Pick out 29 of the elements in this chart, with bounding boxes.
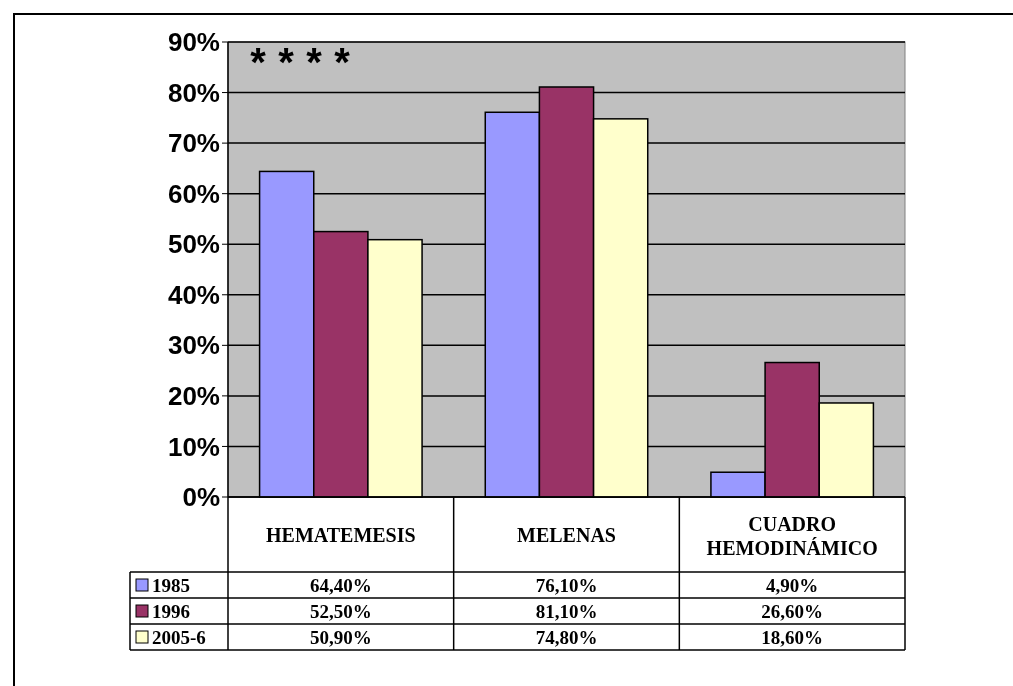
y-tick-label: 30% (167, 330, 220, 361)
annotation: * (334, 40, 351, 84)
data-label: 18,60% (761, 626, 824, 648)
data-label: 52,50% (309, 600, 372, 622)
data-label: 64,40% (309, 574, 372, 596)
y-tick-label: 10% (167, 431, 220, 462)
legend-label: 1996 (152, 600, 190, 622)
y-tick-label: 20% (167, 380, 220, 411)
annotation: * (306, 40, 323, 84)
annotation: * (278, 40, 295, 84)
y-tick-label: 70% (167, 128, 220, 159)
data-label: 50,90% (309, 626, 372, 648)
x-tick-label: CUADRO HEMODINÁMICO (706, 512, 878, 559)
y-tick-label: 80% (167, 77, 220, 108)
y-tick-label: 40% (167, 279, 220, 310)
legend-label: 2005-6 (152, 626, 206, 648)
data-label: 4,90% (766, 574, 819, 596)
data-label: 26,60% (761, 600, 824, 622)
data-label: 81,10% (535, 600, 598, 622)
y-tick-label: 50% (167, 229, 220, 260)
x-tick-label: MELENAS (517, 523, 616, 546)
data-label: 74,80% (535, 626, 598, 648)
y-tick-label: 60% (167, 178, 220, 209)
legend-label: 1985 (152, 574, 190, 596)
data-label: 76,10% (535, 574, 598, 596)
x-tick-label: HEMATEMESIS (266, 523, 416, 546)
y-tick-label: 90% (167, 27, 220, 58)
y-tick-label: 0% (182, 482, 220, 513)
annotation: * (250, 40, 267, 84)
